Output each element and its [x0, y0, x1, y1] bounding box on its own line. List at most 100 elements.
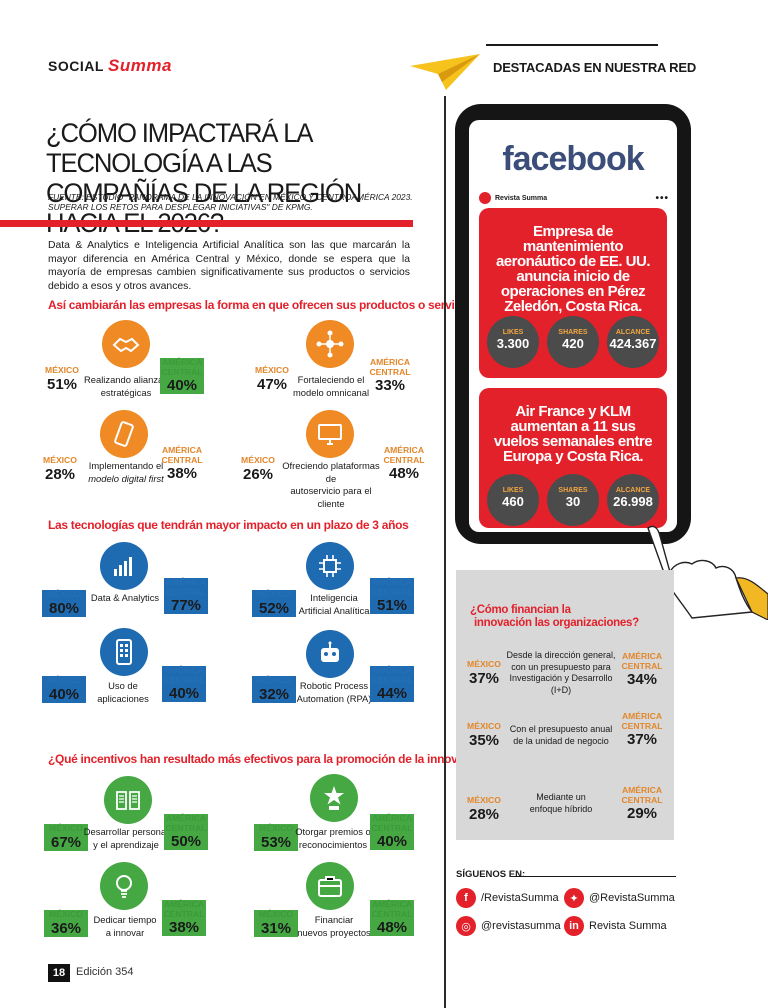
stat-mexico: MÉXICO 37%	[467, 659, 501, 687]
stat-america: AMÉRICA CENTRAL 38%	[162, 899, 206, 936]
section-heading-technologies: Las tecnologías que tendrán mayor impact…	[48, 518, 409, 532]
linkedin-icon: in	[564, 916, 584, 936]
phone-icon	[100, 410, 148, 458]
financing-panel	[456, 570, 674, 840]
item-label: Inteligencia Artificial Analítica	[298, 592, 370, 616]
item-label: Ofreciendo plataformas de autoservicio pa…	[282, 460, 380, 509]
pointing-hand-icon	[647, 525, 768, 620]
shares-badge: SHARES 420	[547, 316, 599, 368]
top-rule	[486, 44, 658, 46]
edition-label: Edición 354	[76, 966, 134, 978]
stat-america: AMÉRICA CENTRAL 33%	[369, 357, 411, 394]
item-label: Dedicar tiempo a innovar	[93, 914, 157, 938]
stat-mexico: MÉXICO 36%	[44, 909, 88, 937]
briefcase-icon	[306, 862, 354, 910]
apps-icon	[100, 628, 148, 676]
likes-badge: LIKES 3.300	[487, 316, 539, 368]
stat-america: AMÉRICA CENTRAL 44%	[370, 665, 414, 702]
section-heading-products: Así cambiarán las empresas la forma en q…	[48, 298, 478, 312]
monitor-icon	[306, 410, 354, 458]
linkedin-link[interactable]: in Revista Summa	[564, 916, 667, 936]
instagram-icon: ◎	[456, 916, 476, 936]
stat-mexico: MÉXICO 53%	[254, 823, 298, 851]
post-text: Air France y KLM aumentan a 11 sus vuelo…	[493, 403, 653, 465]
item-label: Realizando alianzas estratégicas	[84, 374, 168, 398]
stat-mexico: MÉXICO 32%	[252, 675, 296, 703]
page-name: Revista Summa	[495, 194, 548, 202]
facebook-link[interactable]: f/RevistaSumma	[456, 888, 559, 908]
stat-mexico: MÉXICO 31%	[254, 909, 298, 937]
twitter-link[interactable]: ✦ @RevistaSumma	[564, 888, 675, 908]
column-divider	[444, 96, 446, 1008]
stat-mexico: MÉXICO 80%	[42, 589, 86, 617]
stat-mexico: MÉXICO 26%	[241, 455, 275, 483]
red-divider	[0, 220, 413, 227]
brand-logo: SOCIAL Summa	[48, 56, 172, 76]
more-icon[interactable]: •••	[655, 192, 669, 204]
handshake-icon	[102, 320, 150, 368]
avatar	[479, 192, 491, 204]
item-label: Uso de aplicaciones	[97, 680, 149, 704]
page-number: 18	[48, 964, 70, 982]
stat-america: AMÉRICA CENTRAL 51%	[370, 577, 414, 614]
trophy-icon	[310, 774, 358, 822]
item-label: Financiar nuevos proyectos	[297, 914, 371, 938]
facebook-logo: facebook	[502, 140, 644, 178]
stat-america: AMÉRICA CENTRAL 40%	[162, 665, 206, 702]
stat-mexico: MÉXICO 51%	[45, 365, 79, 393]
post-card[interactable]: Empresa de mantenimiento aeronáutico de …	[479, 208, 667, 378]
financing-method: Mediante un enfoque híbrido	[529, 792, 593, 814]
reach-badge: ALCANCE 26.998	[607, 474, 659, 526]
network-icon	[306, 320, 354, 368]
stat-mexico: MÉXICO 28%	[43, 455, 77, 483]
financing-title: ¿Cómo financian la innovación las organi…	[470, 604, 639, 629]
financing-method: Desde la dirección general, con un presup…	[506, 650, 616, 695]
featured-heading: DESTACADAS EN NUESTRA RED	[493, 60, 697, 75]
item-label: Fortaleciendo el modelo omnicanal	[292, 374, 370, 398]
item-label: Otorgar premios o reconocimientos	[295, 826, 371, 850]
item-label: Robotic Process Automation (RPA)	[296, 680, 372, 704]
stat-america: AMÉRICA CENTRAL 37%	[621, 711, 663, 748]
section-heading-incentives: ¿Qué incentivos han resultado más efecti…	[48, 752, 495, 766]
item-label: Data & Analytics	[90, 592, 160, 603]
paper-plane-icon	[410, 54, 480, 90]
reach-badge: ALCANCE 424.367	[607, 316, 659, 368]
instagram-link[interactable]: ◎ @revistasumma	[456, 916, 561, 936]
item-label: Implementando el modelo digital first	[88, 460, 164, 484]
item-label: Desarrollar personal y el aprendizaje	[83, 826, 169, 850]
stat-america: AMÉRICA CENTRAL 34%	[621, 651, 663, 688]
follow-heading: SÍGUENOS EN:	[456, 869, 526, 880]
book-icon	[104, 776, 152, 824]
stat-america: AMÉRICA CENTRAL 29%	[621, 785, 663, 822]
source-note: FUENTE: ESTUDIO "PANORAMA DE LA INNOVACI…	[48, 192, 413, 212]
stat-america: AMÉRICA CENTRAL 40%	[160, 357, 204, 394]
stat-america: AMÉRICA CENTRAL 48%	[370, 899, 414, 936]
stat-mexico: MÉXICO 52%	[252, 589, 296, 617]
shares-badge: SHARES 30	[547, 474, 599, 526]
stat-mexico: MÉXICO 40%	[42, 675, 86, 703]
facebook-icon: f	[456, 888, 476, 908]
stat-america: AMÉRICA CENTRAL 48%	[383, 445, 425, 482]
twitter-icon: ✦	[564, 888, 584, 908]
post-text: Empresa de mantenimiento aeronáutico de …	[495, 223, 651, 315]
bar-chart-icon	[100, 542, 148, 590]
intro-paragraph: Data & Analytics e Inteligencia Artifici…	[48, 240, 410, 292]
follow-rule	[512, 876, 676, 877]
stat-mexico: MÉXICO 28%	[467, 795, 501, 823]
financing-method: Con el presupuesto anual de la unidad de …	[509, 724, 613, 746]
ai-chip-icon	[306, 542, 354, 590]
lightbulb-icon	[100, 862, 148, 910]
stat-america: AMÉRICA CENTRAL 50%	[164, 813, 208, 850]
brand-prefix: SOCIAL	[48, 58, 104, 74]
post-card[interactable]: Air France y KLM aumentan a 11 sus vuelo…	[479, 388, 667, 528]
phone-screen: facebook Revista Summa ••• Empresa de ma…	[469, 120, 677, 532]
stat-america: AMÉRICA CENTRAL 40%	[370, 813, 414, 850]
stat-america: AMÉRICA CENTRAL 77%	[164, 577, 208, 614]
stat-mexico: MÉXICO 35%	[467, 721, 501, 749]
robot-icon	[306, 630, 354, 678]
stat-america: AMÉRICA CENTRAL 38%	[161, 445, 203, 482]
stat-mexico: MÉXICO 67%	[44, 823, 88, 851]
brand-name: Summa	[108, 56, 172, 75]
likes-badge: LIKES 460	[487, 474, 539, 526]
post-header: Revista Summa •••	[479, 192, 669, 204]
